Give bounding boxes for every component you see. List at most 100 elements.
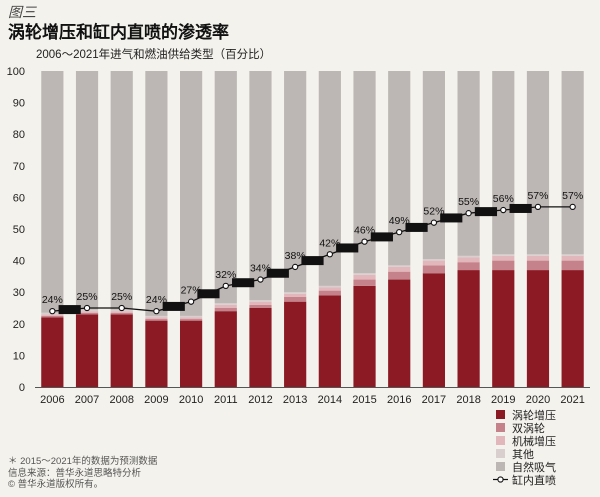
- x-tick-label: 2011: [214, 394, 238, 406]
- line-data-label: 56%: [493, 193, 514, 205]
- legend-swatch: [496, 449, 505, 458]
- bar-segment: [145, 317, 168, 320]
- bar-segment: [353, 273, 376, 275]
- bar-segment: [318, 295, 341, 387]
- line-data-label: 25%: [77, 291, 98, 303]
- bar-segment: [110, 314, 133, 387]
- line-point: [326, 251, 333, 258]
- bar-segment: [249, 71, 272, 301]
- line-data-label: 38%: [285, 250, 306, 262]
- line-connector-bar: [440, 213, 463, 223]
- line-point: [500, 206, 507, 214]
- bar-segment: [179, 71, 203, 316]
- y-tick-label: 90: [13, 98, 25, 110]
- x-tick-label: 2006: [40, 394, 64, 406]
- legend-swatch: [496, 436, 505, 445]
- line-connector-bar: [336, 243, 359, 253]
- bar-segment: [75, 71, 99, 310]
- y-tick-label: 0: [19, 382, 25, 394]
- bar-segment: [214, 311, 237, 387]
- y-tick-label: 30: [13, 287, 25, 299]
- x-tick-label: 2009: [144, 394, 168, 406]
- bar-segment: [457, 255, 480, 258]
- line-data-label: 27%: [181, 285, 202, 297]
- line-point: [534, 203, 542, 211]
- chart-subtitle: 2006～2021年进气和燃油供给类型（百分比）: [36, 49, 272, 61]
- line-data-label: 55%: [458, 196, 479, 208]
- bar-segment: [214, 71, 237, 304]
- bar-segment: [75, 312, 99, 315]
- bar-segment: [145, 320, 168, 387]
- line-data-label: 57%: [562, 190, 583, 202]
- line-connector-bar: [509, 203, 532, 213]
- line-connector-bar: [474, 207, 498, 217]
- bar-segment: [388, 266, 411, 272]
- bar-segment: [561, 260, 584, 271]
- bar-segment: [284, 292, 307, 294]
- line-point: [118, 304, 125, 312]
- bar-segment: [561, 255, 584, 261]
- note-source: 信息来源：普华永道思略特分析: [8, 467, 142, 479]
- legend-label: 双涡轮: [512, 421, 545, 435]
- bar-segment: [41, 314, 64, 316]
- bar-segment: [75, 311, 99, 313]
- bar-segment: [179, 317, 203, 320]
- bar-segment: [526, 255, 550, 261]
- x-tick-label: 2014: [318, 394, 342, 406]
- line-data-label: 34%: [250, 263, 271, 275]
- legend-label: 机械增压: [512, 434, 556, 448]
- legend-label: 缸内直喷: [512, 473, 556, 487]
- bar-segment: [318, 71, 341, 286]
- bar-segment: [249, 304, 272, 308]
- line-data-label: 24%: [146, 294, 167, 306]
- line-connector-bar: [197, 289, 220, 299]
- bar-segment: [457, 270, 480, 387]
- line-point: [569, 203, 576, 211]
- line-connector-bar: [162, 301, 185, 311]
- bar-segment: [492, 71, 515, 255]
- y-tick-label: 20: [13, 319, 25, 331]
- figure-label: 图三: [8, 6, 36, 21]
- bar-segment: [145, 319, 168, 321]
- bar-segment: [145, 315, 168, 318]
- line-connector-bar: [266, 268, 289, 278]
- bar-segment: [422, 71, 446, 260]
- bar-segment: [492, 260, 515, 271]
- line-point: [292, 263, 299, 271]
- x-tick-label: 2007: [75, 394, 99, 406]
- bar-segment: [526, 270, 550, 387]
- line-point: [396, 229, 403, 236]
- bar-segment: [284, 293, 307, 297]
- legend-swatch: [496, 410, 505, 419]
- bar-segment: [561, 254, 584, 256]
- note-forecast: ＊ 2015～2021年的数据为预测数据: [8, 456, 158, 467]
- line-data-label: 52%: [423, 206, 444, 218]
- line-data-label: 32%: [215, 269, 236, 281]
- bar-segment: [214, 304, 237, 308]
- x-tick-label: 2016: [387, 394, 411, 406]
- bar-segment: [179, 320, 203, 387]
- legend-label: 其他: [512, 448, 534, 461]
- bar-segment: [284, 296, 307, 302]
- line-data-label: 57%: [527, 190, 548, 202]
- line-point: [153, 308, 160, 315]
- bar-segment: [457, 257, 480, 263]
- x-tick-label: 2008: [109, 394, 133, 406]
- bar-segment: [457, 262, 480, 271]
- line-data-label: 24%: [42, 294, 63, 306]
- chart-notes: ＊ 2015～2021年的数据为预测数据 信息来源：普华永道思略特分析 © 普华…: [8, 456, 157, 491]
- bar-segment: [41, 71, 64, 313]
- bar-segment: [388, 279, 411, 387]
- x-tick-label: 2018: [456, 394, 480, 406]
- bar-segment: [41, 317, 64, 387]
- line-data-label: 25%: [111, 291, 132, 303]
- bar-segment: [318, 285, 341, 288]
- line-connector-bar: [232, 278, 255, 288]
- bar-segment: [75, 314, 99, 387]
- line-point: [430, 219, 438, 226]
- x-tick-label: 2017: [422, 394, 446, 406]
- bar-segment: [492, 254, 515, 256]
- x-tick-label: 2019: [491, 394, 515, 406]
- bar-segment: [561, 270, 584, 387]
